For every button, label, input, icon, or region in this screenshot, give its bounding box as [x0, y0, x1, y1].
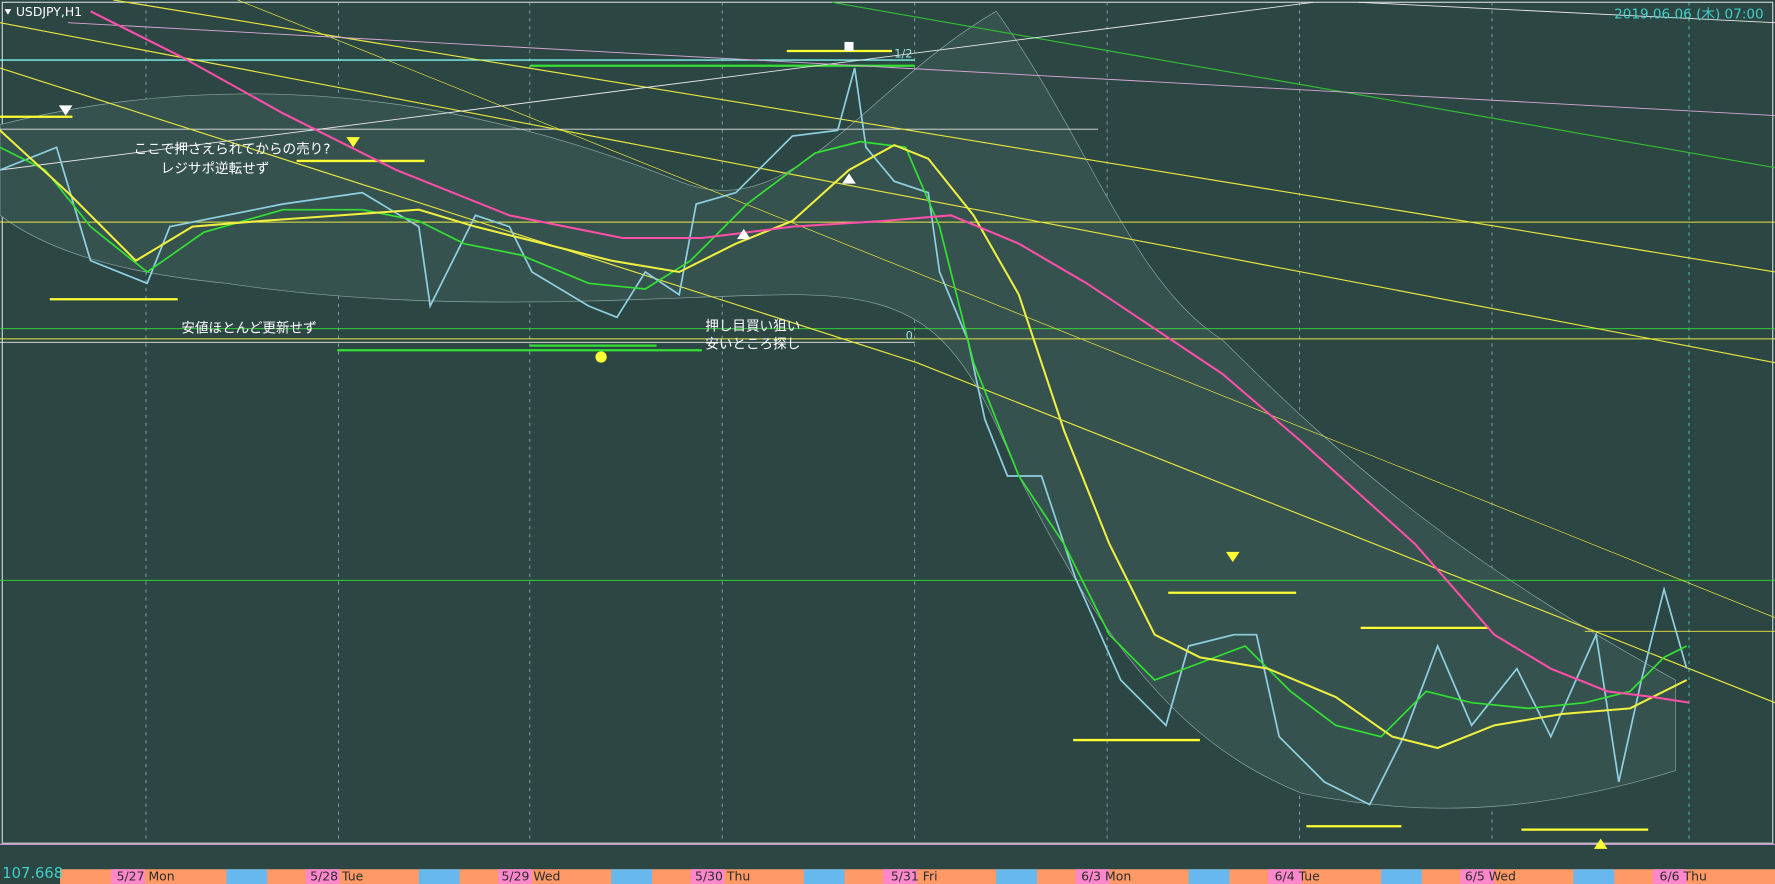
- fib-label: 0: [906, 329, 913, 343]
- date-label: 6/5 Wed: [1465, 869, 1516, 884]
- time-axis-strip: [59, 869, 1775, 884]
- ma-slow: [90, 10, 1690, 704]
- date-label: 6/6 Thu: [1660, 869, 1707, 884]
- ma-mid: [0, 129, 1688, 750]
- date-label: 5/28 Tue: [310, 869, 363, 884]
- price-label: 107.668: [2, 865, 63, 882]
- markers: [58, 41, 1608, 849]
- symbol-label: USDJPY,H1: [16, 4, 82, 19]
- date-label: 5/31 Fri: [891, 869, 938, 884]
- menu-arrow[interactable]: [4, 9, 12, 15]
- fib-label: 1/2: [894, 46, 912, 60]
- date-label: 6/3 Mon: [1081, 869, 1131, 884]
- date-label: 5/27 Mon: [117, 869, 175, 884]
- trend-lines: [0, 0, 1775, 704]
- ma-fast: [0, 140, 1688, 738]
- date-label: 6/4 Tue: [1275, 869, 1320, 884]
- annotation: 安値ほとんど更新せず: [181, 321, 316, 337]
- price-path: [0, 67, 1688, 806]
- price-box: [0, 864, 60, 884]
- datetime-label: 2019.06.06 (木) 07:00: [1614, 7, 1764, 23]
- annotation: 押し目買い狙い: [705, 318, 800, 334]
- annotation: 安いところ探し: [705, 337, 800, 353]
- annotation: ここで押さえられてからの売り?: [134, 142, 331, 158]
- date-label: 5/29 Wed: [501, 869, 560, 884]
- plot-frame: [1, 1, 1774, 844]
- date-label: 5/30 Thu: [695, 869, 750, 884]
- annotation: レジサポ逆転せず: [161, 161, 270, 177]
